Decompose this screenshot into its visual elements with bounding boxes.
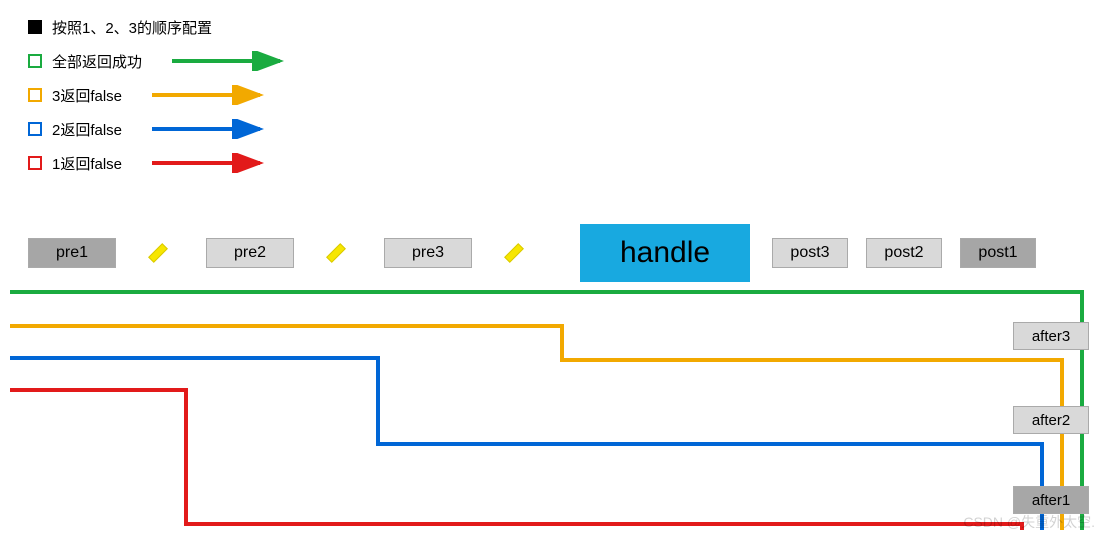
legend-item-config: 按照1、2、3的顺序配置 <box>28 10 292 44</box>
legend-marker-filled <box>28 20 42 34</box>
flow-row: pre1 pre2 pre3 handle post3 post2 post1 <box>28 224 1084 282</box>
diamond-icon <box>326 243 346 263</box>
decision-diamond <box>316 243 356 263</box>
node-post1: post1 <box>960 238 1036 268</box>
legend-label: 3返回false <box>52 85 122 106</box>
node-after2: after2 <box>1013 406 1089 434</box>
legend-label: 2返回false <box>52 119 122 140</box>
legend-arrow-blue <box>152 119 272 139</box>
node-after1: after1 <box>1013 486 1089 514</box>
node-post3: post3 <box>772 238 848 268</box>
watermark: CSDN @失重外太空. <box>963 512 1095 532</box>
node-handle: handle <box>580 224 750 282</box>
legend-label: 1返回false <box>52 153 122 174</box>
legend-arrow-green <box>172 51 292 71</box>
decision-diamond <box>138 243 178 263</box>
decision-diamond <box>494 243 534 263</box>
legend-arrow-red <box>152 153 272 173</box>
legend-marker-red <box>28 156 42 170</box>
legend-marker-green <box>28 54 42 68</box>
legend: 按照1、2、3的顺序配置 全部返回成功 3返回false 2返回false 1返… <box>28 10 292 180</box>
node-pre2: pre2 <box>206 238 294 268</box>
legend-label: 全部返回成功 <box>52 51 142 72</box>
path-green <box>10 292 1082 530</box>
diamond-icon <box>504 243 524 263</box>
node-pre3: pre3 <box>384 238 472 268</box>
legend-item-1false: 1返回false <box>28 146 292 180</box>
node-pre1: pre1 <box>28 238 116 268</box>
legend-label: 按照1、2、3的顺序配置 <box>52 17 212 38</box>
path-blue <box>10 358 1042 530</box>
legend-marker-orange <box>28 88 42 102</box>
node-after3: after3 <box>1013 322 1089 350</box>
path-orange <box>10 326 1062 530</box>
legend-arrow-orange <box>152 85 272 105</box>
legend-marker-blue <box>28 122 42 136</box>
diamond-icon <box>148 243 168 263</box>
legend-item-3false: 3返回false <box>28 78 292 112</box>
path-red <box>10 390 1022 530</box>
legend-item-success: 全部返回成功 <box>28 44 292 78</box>
legend-item-2false: 2返回false <box>28 112 292 146</box>
node-post2: post2 <box>866 238 942 268</box>
